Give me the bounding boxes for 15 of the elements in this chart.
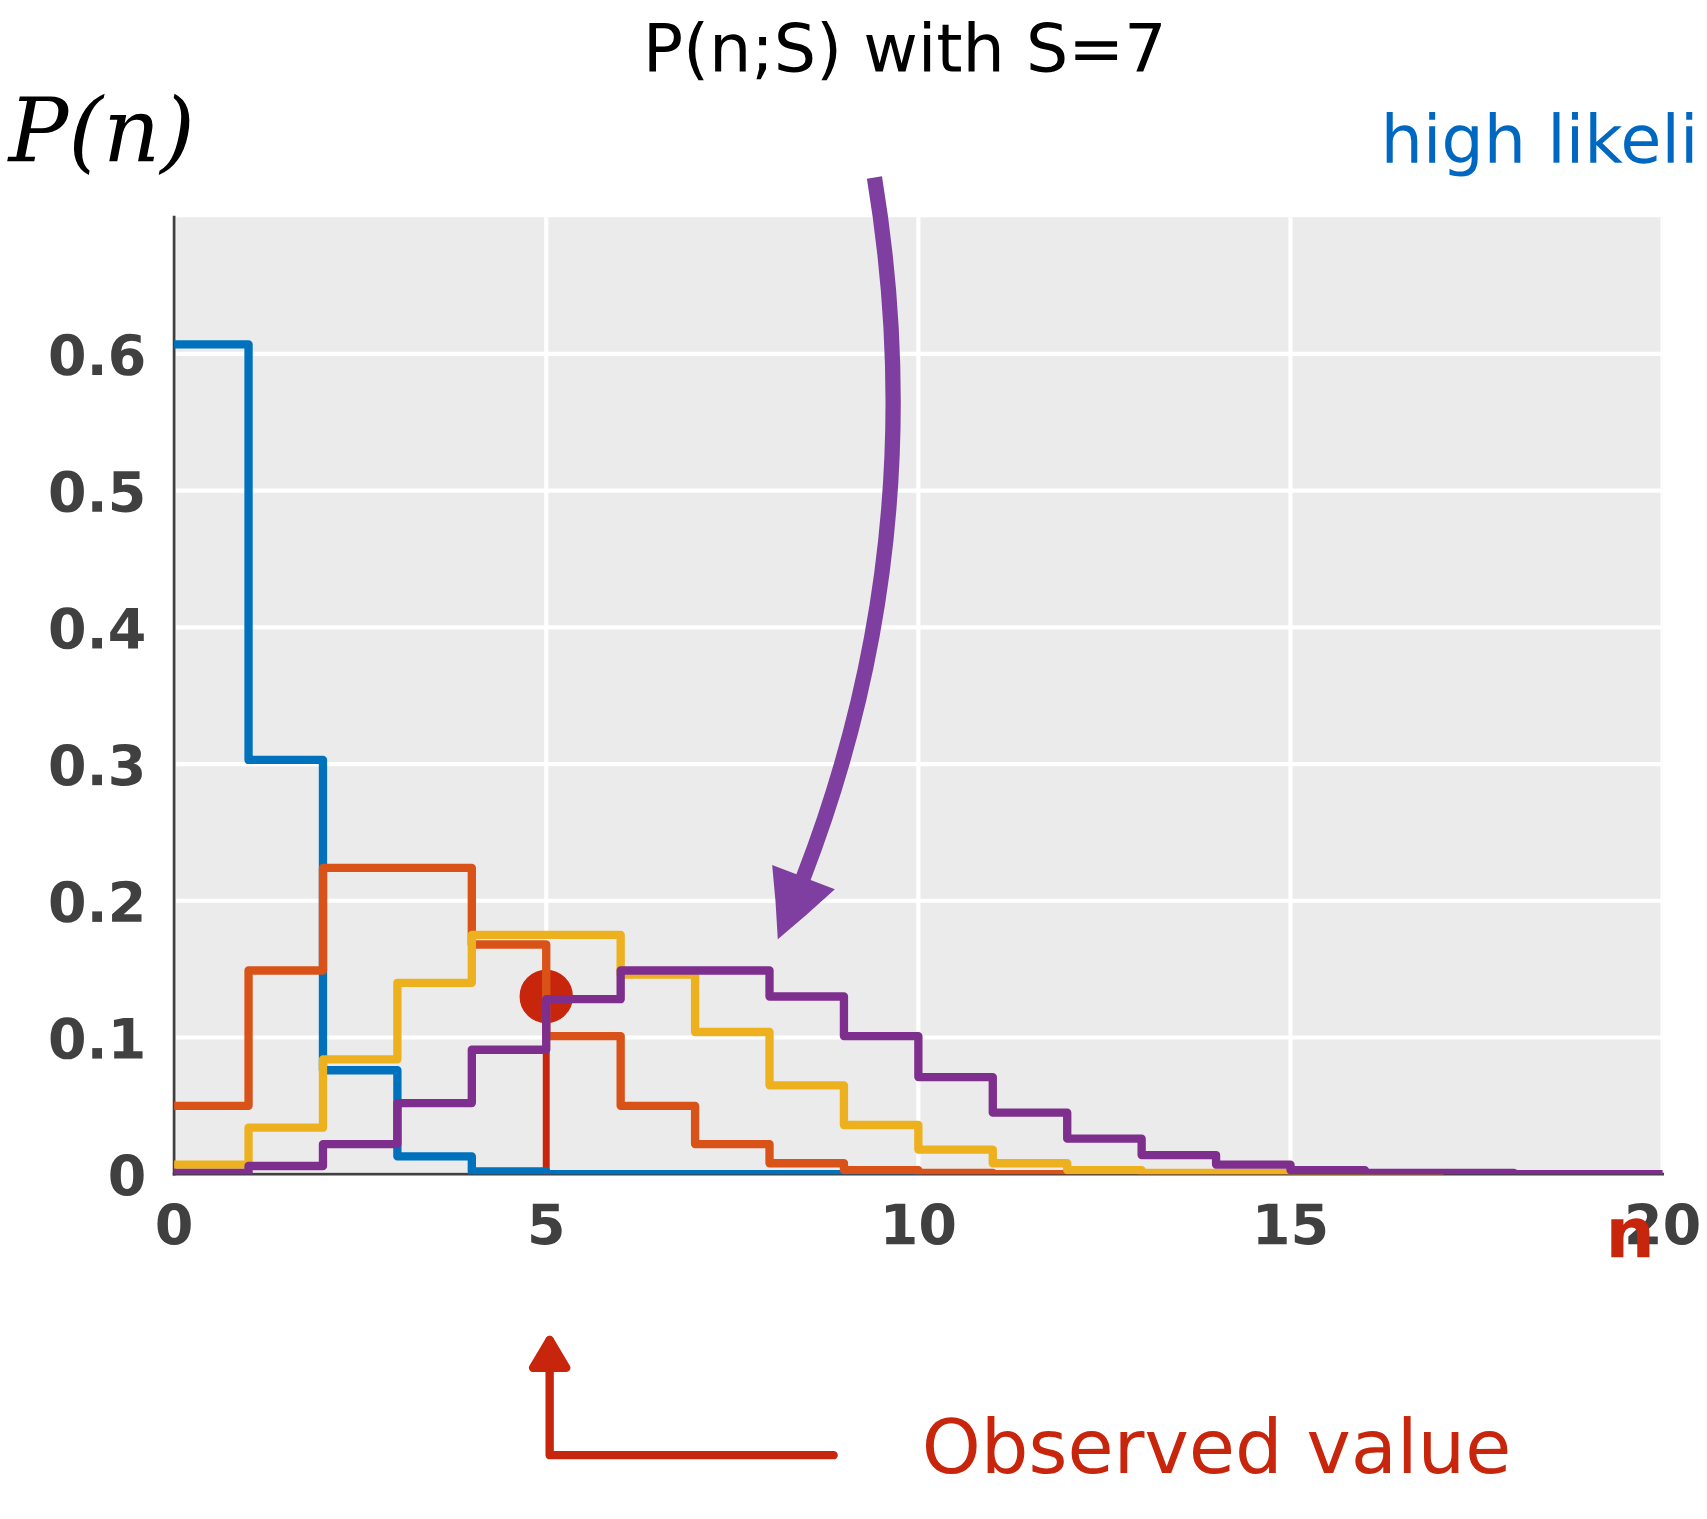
x-tick-label: 0 xyxy=(157,1202,191,1245)
y-tick-label: 0.1 xyxy=(50,1017,143,1060)
x-tick-label: 15 xyxy=(1258,1203,1326,1245)
y-tick-label: 0 xyxy=(110,1154,144,1197)
chart-title: P(n;S) with S=7 xyxy=(649,20,1161,81)
y-tick-label: 0.5 xyxy=(50,470,143,513)
text: high likeli xyxy=(1386,112,1693,177)
y-axis-title: P(n) xyxy=(7,93,190,176)
y-tick-label: 0.2 xyxy=(50,880,142,923)
x-tick-label: 5 xyxy=(531,1203,562,1245)
text: Observed value xyxy=(925,1416,1508,1475)
y-tick-label: 0.6 xyxy=(50,333,144,376)
x-tick-label: 10 xyxy=(885,1202,955,1245)
y-tick-label: 0.4 xyxy=(50,607,144,650)
y-tick-label: 0.3 xyxy=(50,743,142,786)
